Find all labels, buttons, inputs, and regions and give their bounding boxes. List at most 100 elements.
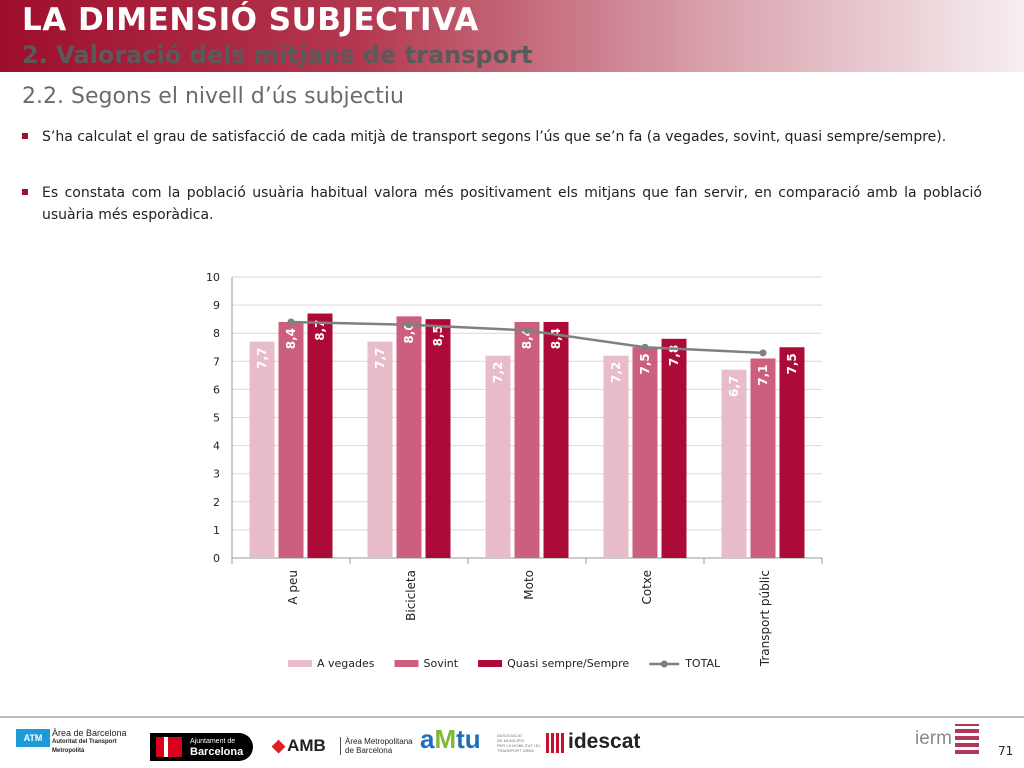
legend-swatch xyxy=(478,660,503,667)
bullet-square-icon xyxy=(22,189,28,195)
atm-line-1: Àrea de Barcelona xyxy=(52,728,127,738)
bar-data-label: 8,6 xyxy=(402,322,416,343)
bar-data-label: 7,7 xyxy=(255,348,269,369)
legend-label: Sovint xyxy=(424,657,459,670)
bar-data-label: 7,5 xyxy=(785,353,799,374)
legend-label: Quasi sempre/Sempre xyxy=(507,657,629,670)
bullet-item: Es constata com la població usuària habi… xyxy=(22,182,982,226)
bar-data-label: 8,4 xyxy=(549,328,563,349)
y-tick-label: 9 xyxy=(213,299,220,312)
page-number: 71 xyxy=(998,744,1014,758)
slide-subtitle: 2. Valoració dels mitjans de transport xyxy=(22,41,533,69)
y-tick-label: 2 xyxy=(213,496,220,509)
bar xyxy=(721,369,747,558)
legend-line-marker xyxy=(660,660,668,668)
bar xyxy=(396,316,422,558)
x-category-label: A peu xyxy=(286,570,300,605)
bar-chart: 0 1 2 3 4 5 6 7 8 9 10 A peu 7,7 8,4 8,7 Bicicleta 7,7 8,… xyxy=(206,271,823,670)
x-category-label: Moto xyxy=(522,570,536,600)
bar xyxy=(367,341,393,558)
x-category-label: Transport públic xyxy=(758,570,772,667)
bar xyxy=(779,347,805,558)
amb-logo-text: AMB xyxy=(287,736,326,755)
barcelona-line-2: Barcelona xyxy=(190,746,244,758)
amb-logo: ◆ AMB xyxy=(272,736,326,756)
bullet-square-icon xyxy=(22,133,28,139)
amb-line-2: de Barcelona xyxy=(345,746,393,755)
amb-chevron-icon: ◆ xyxy=(272,736,286,755)
amtu-logo: aMtu xyxy=(420,724,481,755)
legend-swatch xyxy=(288,660,312,667)
y-tick-label: 6 xyxy=(213,383,220,396)
bar xyxy=(514,321,540,558)
bar-data-label: 7,5 xyxy=(638,353,652,374)
bar-data-label: 7,1 xyxy=(756,364,770,385)
bullet-item: S’ha calculat el grau de satisfacció de … xyxy=(22,126,982,148)
bar-data-label: 8,5 xyxy=(431,325,445,346)
total-point xyxy=(523,326,531,334)
footer-divider xyxy=(0,716,1024,718)
bar xyxy=(278,321,304,558)
y-tick-label: 1 xyxy=(213,524,220,537)
legend-label: TOTAL xyxy=(684,657,721,670)
x-category-label: Cotxe xyxy=(640,570,654,605)
ajuntament-barcelona-logo: Ajuntament de Barcelona xyxy=(150,733,253,761)
idescat-mark-icon xyxy=(546,733,566,753)
barcelona-crest-icon xyxy=(156,737,182,757)
bar xyxy=(603,355,629,558)
bar-data-label: 7,2 xyxy=(491,362,505,383)
idescat-logo: idescat xyxy=(568,730,641,753)
x-category-label: Bicicleta xyxy=(404,570,418,621)
amtu-line-4: TRANSPORT URBÀ xyxy=(497,748,534,753)
bar-data-label: 7,2 xyxy=(609,362,623,383)
total-point xyxy=(405,321,413,329)
bar-data-label: 7,8 xyxy=(667,345,681,366)
total-point xyxy=(759,349,767,357)
amtu-line-1: ASSOCIACIÓ xyxy=(497,733,522,738)
amtu-letter-m: M xyxy=(434,724,457,754)
bullet-text: S’ha calculat el grau de satisfacció de … xyxy=(42,129,947,145)
y-tick-label: 10 xyxy=(206,271,220,284)
y-tick-label: 7 xyxy=(213,355,220,368)
y-tick-label: 5 xyxy=(213,412,220,425)
header-banner: LA DIMENSIÓ SUBJECTIVA 2. Valoració dels… xyxy=(0,0,1024,72)
bar-data-label: 7,7 xyxy=(373,348,387,369)
legend-swatch xyxy=(394,660,419,667)
legend-label: A vegades xyxy=(317,657,375,670)
bar-data-label: 8,4 xyxy=(284,328,298,349)
ierm-logo: ierm xyxy=(915,728,952,749)
bar xyxy=(485,355,511,558)
bar xyxy=(425,319,451,558)
total-point xyxy=(641,343,649,351)
amtu-letters-tu: tu xyxy=(456,724,481,754)
ierm-mark-icon xyxy=(955,724,979,754)
bullet-text: Es constata com la població usuària habi… xyxy=(42,185,982,223)
barcelona-line-1: Ajuntament de xyxy=(190,738,236,745)
amb-line-1: Àrea Metropolitana xyxy=(345,737,413,746)
bar-data-label: 6,7 xyxy=(727,376,741,397)
y-tick-label: 4 xyxy=(213,440,220,453)
total-point xyxy=(287,318,295,326)
bar xyxy=(307,313,333,558)
bar-data-label: 8,4 xyxy=(520,328,534,349)
y-tick-label: 3 xyxy=(213,468,220,481)
y-tick-label: 0 xyxy=(213,552,220,565)
atm-line-2: Autoritat del Transport xyxy=(52,739,117,745)
bar xyxy=(661,338,687,558)
bar xyxy=(249,341,275,558)
section-heading: 2.2. Segons el nivell d’ús subjectiu xyxy=(22,84,404,109)
bar xyxy=(543,321,569,558)
barcelona-logo-text: Ajuntament de Barcelona xyxy=(190,737,243,758)
atm-logo-text: Àrea de Barcelona Autoritat del Transpor… xyxy=(52,729,147,756)
amtu-letter-a: a xyxy=(420,724,435,754)
amb-logo-subtext: Àrea Metropolitana de Barcelona xyxy=(340,737,413,755)
amtu-logo-subtext: ASSOCIACIÓ DE MUNICIPIS PER LA MOBILITAT… xyxy=(497,733,541,753)
slide-title: LA DIMENSIÓ SUBJECTIVA xyxy=(22,2,479,38)
y-tick-label: 8 xyxy=(213,327,220,340)
bar xyxy=(750,358,776,558)
bar xyxy=(632,347,658,558)
atm-line-3: Metropolità xyxy=(52,748,85,754)
bar-data-label: 8,7 xyxy=(313,320,327,341)
atm-logo: ATM xyxy=(16,729,50,747)
amtu-line-2: DE MUNICIPIS xyxy=(497,738,525,743)
